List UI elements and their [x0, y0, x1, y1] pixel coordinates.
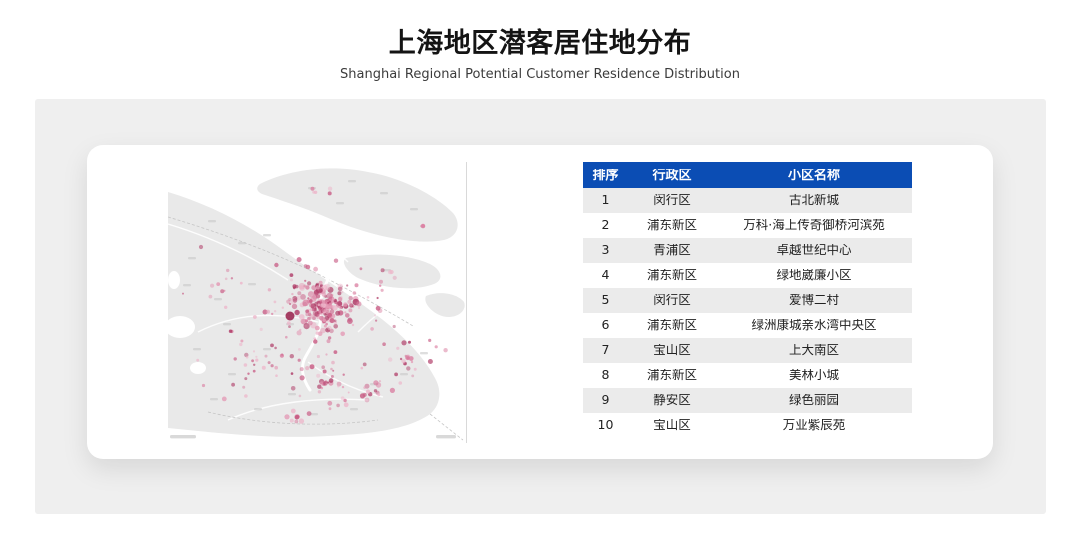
cell-rank: 3 [601, 244, 610, 257]
table-row: 9 静安区 绿色丽园 [583, 388, 912, 413]
cell-district: 浦东新区 [646, 269, 697, 282]
map-container [168, 162, 467, 443]
page-subtitle: Shanghai Regional Potential Customer Res… [340, 67, 740, 82]
table-row: 6 浦东新区 绿洲康城亲水湾中央区 [583, 313, 912, 338]
cell-community: 绿地崴廉小区 [776, 269, 852, 282]
cell-district: 青浦区 [653, 244, 691, 257]
cell-community: 万业紫辰苑 [782, 419, 846, 432]
cell-rank: 9 [601, 394, 610, 407]
ranking-table: 排序 行政区 小区名称 1 闵行区 古北新城 2 浦东新区 万科·海上传奇御桥河滨苑 3 青浦区 卓越… [583, 162, 912, 438]
table-row: 10 宝山区 万业紫辰苑 [583, 413, 912, 438]
cell-rank: 2 [601, 219, 610, 232]
page-title: 上海地区潜客居住地分布 [388, 28, 692, 59]
cell-community: 古北新城 [788, 194, 839, 207]
cell-district: 闵行区 [653, 294, 691, 307]
table-row: 1 闵行区 古北新城 [583, 188, 912, 213]
cell-community: 上大南区 [788, 344, 839, 357]
shanghai-map [168, 162, 466, 443]
map-attribution [170, 435, 456, 439]
cell-community: 绿洲康城亲水湾中央区 [751, 319, 877, 332]
gray-panel: 排序 行政区 小区名称 1 闵行区 古北新城 2 浦东新区 万科·海上传奇御桥河滨苑 3 青浦区 卓越… [35, 99, 1046, 514]
cell-rank: 8 [601, 369, 610, 382]
cell-district: 静安区 [653, 394, 691, 407]
table-row: 2 浦东新区 万科·海上传奇御桥河滨苑 [583, 213, 912, 238]
cell-community: 绿色丽园 [788, 394, 839, 407]
cell-district: 宝山区 [653, 419, 691, 432]
cell-rank: 1 [601, 194, 610, 207]
column-header-community: 小区名称 [787, 168, 840, 182]
highlight-density-dot [285, 311, 295, 321]
table-row: 4 浦东新区 绿地崴廉小区 [583, 263, 912, 288]
cell-rank: 6 [601, 319, 610, 332]
table-row: 8 浦东新区 美林小城 [583, 363, 912, 388]
cell-rank: 7 [601, 344, 610, 357]
cell-district: 宝山区 [653, 344, 691, 357]
customer-density-dots [182, 186, 448, 424]
map-lakes [168, 271, 206, 374]
table-row: 7 宝山区 上大南区 [583, 338, 912, 363]
cell-district: 浦东新区 [646, 319, 697, 332]
cell-district: 闵行区 [653, 194, 691, 207]
cell-district: 浦东新区 [646, 369, 697, 382]
table-row: 5 闵行区 爱博二村 [583, 288, 912, 313]
page-header: 上海地区潜客居住地分布 Shanghai Regional Potential … [0, 21, 1080, 82]
column-header-district: 行政区 [652, 168, 692, 182]
cell-rank: 5 [601, 294, 610, 307]
content-card: 排序 行政区 小区名称 1 闵行区 古北新城 2 浦东新区 万科·海上传奇御桥河滨苑 3 青浦区 卓越… [87, 145, 993, 459]
cell-district: 浦东新区 [646, 219, 697, 232]
cell-community: 爱博二村 [788, 294, 839, 307]
cell-community: 美林小城 [788, 369, 839, 382]
column-header-rank: 排序 [592, 168, 619, 182]
cell-rank: 4 [601, 269, 610, 282]
cell-community: 万科·海上传奇御桥河滨苑 [743, 219, 885, 232]
cell-community: 卓越世纪中心 [776, 244, 852, 257]
table-row: 3 青浦区 卓越世纪中心 [583, 238, 912, 263]
cell-rank: 10 [597, 419, 614, 432]
table-header-row: 排序 行政区 小区名称 [583, 162, 912, 188]
map-land [168, 168, 465, 437]
